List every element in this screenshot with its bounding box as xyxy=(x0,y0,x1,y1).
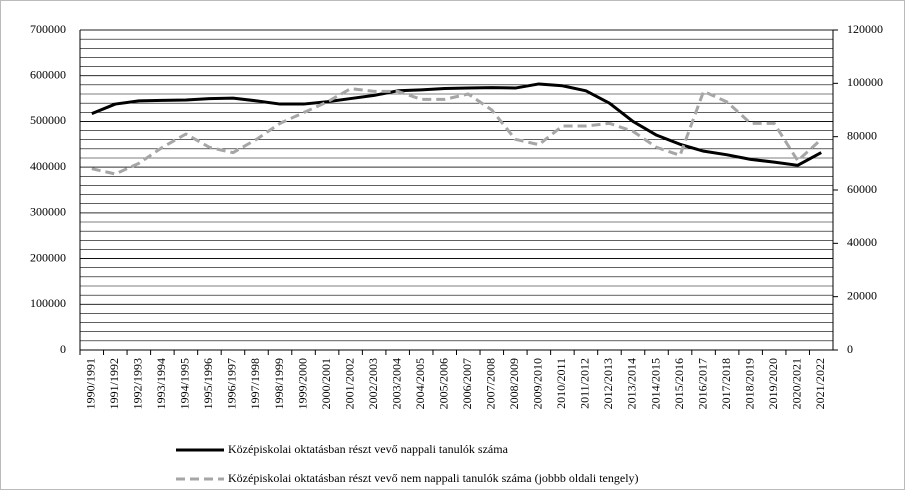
x-tick-label: 2013/2014 xyxy=(625,358,639,409)
x-tick-label: 2014/2015 xyxy=(648,358,662,409)
y-tick-label: 700000 xyxy=(30,22,66,36)
series-line xyxy=(91,82,822,167)
x-tick-label: 2001/2002 xyxy=(342,358,356,409)
y-tick-label: 200000 xyxy=(30,250,66,264)
x-tick-label: 1990/1991 xyxy=(84,358,98,409)
x-tick-label: 1998/1999 xyxy=(272,358,286,409)
x-tick-label: 2012/2013 xyxy=(601,358,615,409)
x-tick-label: 2004/2005 xyxy=(413,358,427,409)
x-tick-label: 1993/1994 xyxy=(154,358,168,409)
x-tick-label: 1995/1996 xyxy=(201,358,215,409)
x-tick-label: 2002/2003 xyxy=(366,358,380,409)
y2-tick-label: 0 xyxy=(847,342,853,356)
x-tick-label: 2010/2011 xyxy=(554,358,568,409)
x-tick-label: 2006/2007 xyxy=(460,358,474,409)
y-tick-label: 400000 xyxy=(30,159,66,173)
y-tick-label: 0 xyxy=(60,342,66,356)
x-tick-label: 2008/2009 xyxy=(507,358,521,409)
y-tick-label: 600000 xyxy=(30,67,66,81)
y-tick-label: 100000 xyxy=(30,296,66,310)
x-tick-label: 1996/1997 xyxy=(225,358,239,409)
y2-tick-label: 60000 xyxy=(847,182,877,196)
x-tick-label: 2017/2018 xyxy=(719,358,733,409)
x-tick-label: 1997/1998 xyxy=(248,358,262,409)
legend-label: Középiskolai oktatásban részt vevő nem n… xyxy=(228,471,639,485)
x-tick-label: 2019/2020 xyxy=(766,358,780,409)
x-tick-label: 1994/1995 xyxy=(178,358,192,409)
x-tick-label: 1991/1992 xyxy=(107,358,121,409)
x-tick-label: 2011/2012 xyxy=(578,358,592,409)
legend-label: Középiskolai oktatásban részt vevő nappa… xyxy=(228,442,509,456)
x-tick-label: 2020/2021 xyxy=(789,358,803,409)
x-tick-label: 2018/2019 xyxy=(742,358,756,409)
x-tick-label: 1999/2000 xyxy=(295,358,309,409)
x-tick-label: 2005/2006 xyxy=(436,358,450,409)
x-tick-label: 2015/2016 xyxy=(672,358,686,409)
y-tick-label: 500000 xyxy=(30,113,66,127)
y2-tick-label: 40000 xyxy=(847,235,877,249)
x-tick-label: 1992/1993 xyxy=(131,358,145,409)
x-tick-label: 2021/2022 xyxy=(813,358,827,409)
y2-tick-label: 120000 xyxy=(847,22,883,36)
y2-tick-label: 80000 xyxy=(847,128,877,142)
x-tick-label: 2016/2017 xyxy=(695,358,709,409)
x-tick-label: 2003/2004 xyxy=(389,358,403,409)
y-tick-label: 300000 xyxy=(30,205,66,219)
y2-tick-label: 100000 xyxy=(847,75,883,89)
x-tick-label: 2009/2010 xyxy=(531,358,545,409)
x-tick-label: 2007/2008 xyxy=(484,358,498,409)
x-tick-label: 2000/2001 xyxy=(319,358,333,409)
series-line xyxy=(91,87,823,176)
y2-tick-label: 20000 xyxy=(847,288,877,302)
